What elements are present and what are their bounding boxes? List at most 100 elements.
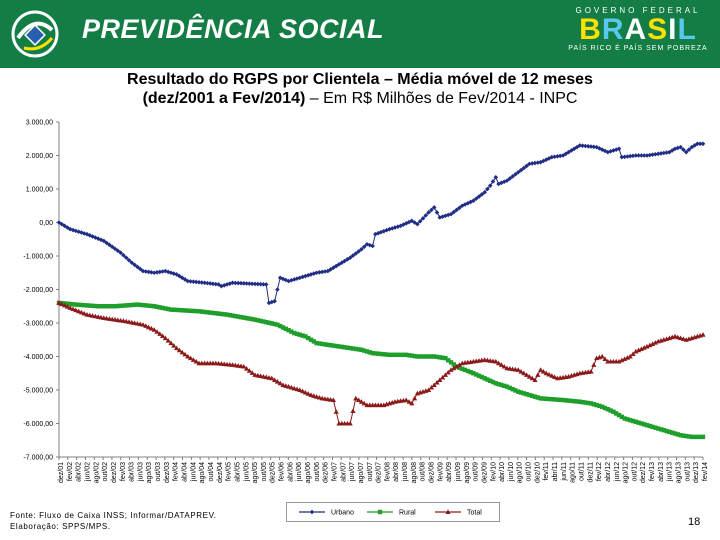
total-point bbox=[333, 409, 339, 414]
urbano-point bbox=[311, 271, 317, 276]
rural-point bbox=[608, 408, 613, 413]
total-point bbox=[633, 348, 639, 354]
x-tick-label: jun/13 bbox=[667, 462, 674, 482]
rural-point bbox=[586, 400, 591, 406]
y-tick-label: 1.000,00 bbox=[26, 187, 53, 194]
urbano-point bbox=[339, 260, 345, 265]
rural-point bbox=[230, 313, 235, 318]
urbano-point bbox=[415, 221, 420, 227]
total-point bbox=[347, 420, 353, 426]
urbano-point bbox=[457, 205, 462, 211]
x-tick-label: ago/05 bbox=[252, 462, 259, 484]
urbano-point bbox=[221, 283, 227, 288]
rural-point bbox=[261, 319, 266, 324]
rural-point bbox=[493, 381, 498, 386]
rural-point bbox=[614, 411, 619, 416]
urbano-point bbox=[163, 268, 168, 274]
x-tick-label: jun/02 bbox=[84, 462, 91, 482]
total-point bbox=[521, 370, 527, 376]
urbano-point bbox=[143, 269, 149, 274]
urbano-point bbox=[160, 269, 165, 274]
urbano-point bbox=[252, 281, 258, 287]
total-point bbox=[437, 377, 443, 382]
urbano-point bbox=[647, 152, 653, 158]
total-point bbox=[641, 345, 647, 350]
urbano-point bbox=[325, 268, 331, 274]
urbano-point bbox=[381, 228, 387, 234]
rural-point bbox=[213, 311, 218, 316]
urbano-point bbox=[560, 153, 566, 158]
rural-point bbox=[465, 368, 470, 374]
total-point bbox=[62, 302, 68, 308]
total-point bbox=[440, 374, 446, 380]
urbano-point bbox=[420, 216, 426, 221]
x-tick-label: fev/11 bbox=[543, 462, 550, 481]
rural-point bbox=[558, 397, 563, 403]
urbano-point bbox=[370, 243, 375, 249]
x-tick-label: dez/04 bbox=[217, 462, 224, 483]
x-tick-label: dez/03 bbox=[164, 462, 171, 483]
rural-point bbox=[597, 403, 602, 409]
urbano-point bbox=[356, 249, 361, 254]
rural-point bbox=[84, 303, 90, 308]
y-tick-label: -5.000,00 bbox=[23, 388, 53, 395]
urbano-point bbox=[440, 214, 445, 219]
total-point bbox=[647, 342, 653, 348]
x-tick-label: dez/08 bbox=[429, 462, 436, 483]
x-tick-label: abr/07 bbox=[340, 462, 347, 482]
urbano-point bbox=[468, 199, 473, 205]
rural-point bbox=[661, 428, 666, 433]
rural-point bbox=[616, 412, 622, 418]
rural-point bbox=[644, 422, 650, 428]
rural-point bbox=[485, 377, 490, 382]
total-point bbox=[636, 347, 642, 353]
urbano-point bbox=[417, 218, 423, 224]
total-point bbox=[64, 304, 70, 309]
total-point bbox=[280, 382, 286, 387]
rural-point bbox=[437, 355, 442, 360]
rural-point bbox=[544, 396, 549, 401]
rural-point bbox=[566, 398, 571, 403]
total-point bbox=[518, 368, 524, 374]
x-tick-label: out/07 bbox=[367, 462, 374, 482]
urbano-point bbox=[224, 282, 230, 287]
x-tick-label: ago/08 bbox=[411, 462, 418, 484]
urbano-point bbox=[487, 183, 493, 188]
legend-graphic: Urbano Rural Total bbox=[299, 509, 482, 517]
urbano-point bbox=[650, 152, 655, 157]
rural-point bbox=[474, 372, 479, 377]
rural-point bbox=[350, 346, 356, 351]
x-tick-label: jun/07 bbox=[349, 462, 356, 482]
y-tick-label: 3.000,00 bbox=[26, 120, 53, 127]
x-tick-label: abr/06 bbox=[287, 462, 294, 482]
total-point bbox=[515, 367, 521, 372]
urbano-point bbox=[107, 242, 112, 248]
total-point bbox=[140, 322, 146, 327]
urbano-point bbox=[471, 198, 476, 204]
rural-point bbox=[138, 302, 143, 308]
urbano-point bbox=[406, 219, 412, 225]
total-point bbox=[165, 337, 171, 343]
urbano-point bbox=[686, 147, 692, 152]
title-line2: (dez/2001 a Fev/2014) – Em R$ Milhões de… bbox=[20, 89, 700, 108]
total-point bbox=[81, 310, 87, 316]
total-point bbox=[160, 333, 166, 338]
urbano-point bbox=[384, 227, 389, 233]
x-tick-label: abr/13 bbox=[658, 462, 665, 482]
urbano-point bbox=[476, 194, 482, 199]
total-point bbox=[501, 363, 507, 369]
page-number: 18 bbox=[688, 516, 701, 528]
rural-point bbox=[76, 302, 81, 307]
x-tick-label: abr/11 bbox=[552, 462, 559, 481]
rural-point bbox=[560, 397, 566, 403]
urbano-point bbox=[291, 277, 297, 282]
urbano-point bbox=[532, 160, 538, 166]
rural-point bbox=[378, 351, 384, 357]
x-tick-label: abr/10 bbox=[499, 462, 506, 482]
urbano-point bbox=[409, 218, 415, 224]
x-tick-label: ago/13 bbox=[676, 462, 683, 484]
rural-point bbox=[280, 325, 286, 330]
chart: 3.000,00 2.000,00 1.000,00 0,00 -1.000,00 -2.… bbox=[23, 120, 709, 484]
rural-point bbox=[65, 301, 70, 306]
x-tick-label: jun/10 bbox=[508, 462, 515, 482]
